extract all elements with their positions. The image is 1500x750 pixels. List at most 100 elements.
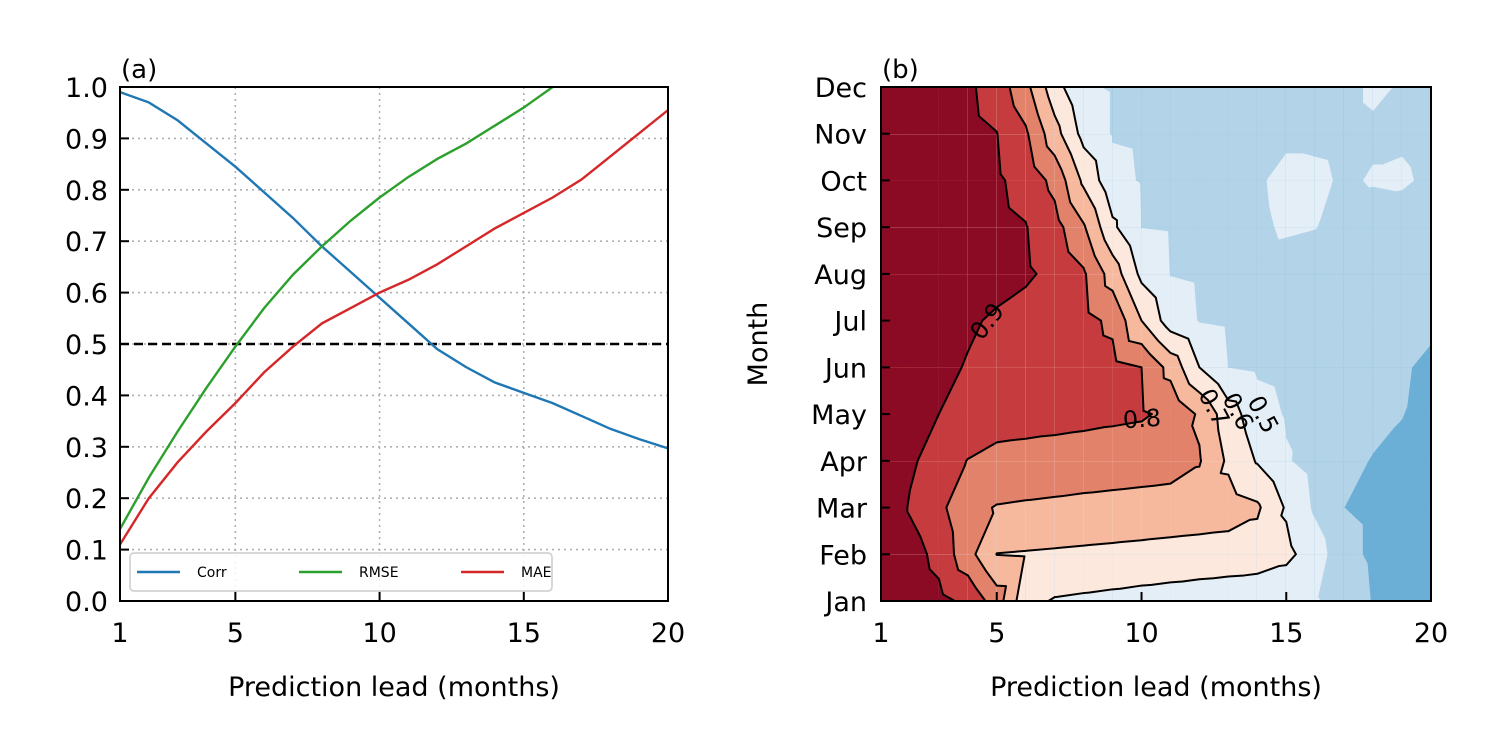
contour-fill: [909, 133, 940, 181]
legend-label: MAE: [521, 565, 552, 581]
contour-fill: [1314, 460, 1345, 508]
contour-line: [906, 86, 1038, 602]
contour-fill: [1285, 180, 1316, 228]
y-tick-label: 1.0: [65, 73, 108, 104]
contour-fill: [1227, 133, 1258, 181]
x-tick-label: 20: [1414, 618, 1448, 649]
contour-fill: [996, 507, 1027, 554]
contour-fill: [1401, 413, 1432, 462]
contour-fill: [1372, 366, 1403, 415]
contour-fill: [1314, 86, 1345, 135]
contour-fill: [938, 226, 969, 275]
contour-fill: [938, 133, 969, 181]
contour-fill: [967, 226, 998, 275]
contour-fill: [1256, 320, 1287, 368]
contour-fill: [1372, 553, 1403, 602]
contour-fill: [996, 413, 1027, 443]
contour-fill: [1025, 320, 1056, 368]
contour-line: [995, 86, 1262, 602]
contour-fill: [1372, 460, 1403, 508]
contour-fill: [1227, 320, 1258, 368]
y-tick-label: Jan: [823, 587, 867, 618]
panel-title: (b): [882, 55, 919, 85]
contour-fill: [1170, 86, 1200, 135]
contour-fill: [967, 133, 998, 181]
contour-fill: [1372, 226, 1403, 275]
contour-fill: [1083, 366, 1113, 415]
contour-fill: [1285, 320, 1316, 368]
y-tick-label: 0.8: [65, 176, 108, 207]
y-tick-label: Dec: [815, 73, 867, 104]
contour-fill: [938, 413, 969, 462]
contour-fill: [1141, 86, 1171, 135]
x-axis-label: Prediction lead (months): [228, 672, 560, 703]
contour-fill: [938, 180, 969, 228]
contour-fill: [880, 133, 911, 181]
y-tick-label: 0.1: [65, 536, 108, 567]
contour-fill: [1199, 322, 1229, 368]
contour-fill: [1372, 273, 1403, 322]
x-tick-label: 1: [111, 618, 128, 649]
y-tick-label: Nov: [814, 120, 867, 151]
series-line: [120, 91, 668, 450]
contour-fill: [1314, 226, 1345, 275]
contour-fill: [967, 460, 998, 508]
contour-fill: [1199, 133, 1229, 181]
contour-fill: [880, 366, 911, 415]
contour-fill: [1314, 366, 1345, 415]
legend-label: RMSE: [359, 565, 399, 581]
contour-fill: [880, 507, 911, 555]
contour-fill: [1112, 507, 1142, 544]
contour-fill: [938, 86, 969, 135]
contour-fill: [967, 180, 998, 228]
contour-fill: [1372, 156, 1403, 181]
plot-frame: [119, 86, 669, 602]
contour-fill: [1112, 86, 1142, 135]
contour-fill: [1256, 86, 1287, 135]
contour-fill: [1314, 156, 1333, 181]
x-tick-label: 15: [507, 618, 541, 649]
y-tick-label: Jul: [832, 307, 867, 338]
contour-fill: [1314, 180, 1333, 228]
contour-fill: [1054, 366, 1085, 415]
contour-fill: [1401, 156, 1415, 181]
contour-fill: [1199, 553, 1229, 580]
x-tick-label: 20: [651, 618, 685, 649]
contour-fill: [967, 366, 998, 415]
contour-fill: [1025, 553, 1056, 602]
contour-fill: [1314, 519, 1328, 555]
x-tick-label: 15: [1269, 618, 1303, 649]
contour-fill: [1372, 320, 1403, 368]
contour-fill: [1227, 553, 1258, 577]
contour-fill: [1054, 273, 1085, 322]
y-tick-label: Sep: [816, 213, 867, 244]
contour-fill: [1227, 86, 1258, 135]
contour-fill: [1285, 273, 1316, 322]
x-tick-label: 10: [362, 618, 396, 649]
contour-fill: [1343, 413, 1374, 462]
contour-fill: [1401, 86, 1432, 135]
contour-fills: [880, 86, 1432, 602]
contour-fill: [1083, 86, 1110, 135]
contour-fill: [1372, 507, 1403, 555]
contour-fill: [1285, 413, 1316, 462]
x-axis-label: Prediction lead (months): [990, 672, 1322, 703]
contour-fill: [1285, 438, 1293, 462]
contour-fill: [1227, 273, 1258, 322]
contour-fill: [909, 366, 940, 415]
contour-fill: [1401, 460, 1432, 508]
contour-fill: [938, 273, 969, 322]
contour-fill: [1227, 226, 1258, 275]
contour-line: [974, 86, 1203, 602]
contour-label: 0.8: [1122, 404, 1162, 435]
contour-fill: [1256, 273, 1287, 322]
contour-fill: [1170, 133, 1200, 181]
contour-fill: [1285, 366, 1316, 415]
contour-fill: [880, 320, 911, 368]
y-tick-label: Oct: [820, 166, 867, 197]
contour-fill: [1170, 276, 1198, 322]
contour-fill: [880, 460, 911, 508]
y-tick-label: 0.7: [65, 227, 108, 258]
contour-fill: [1141, 460, 1171, 488]
contour-fill: [1401, 553, 1432, 602]
